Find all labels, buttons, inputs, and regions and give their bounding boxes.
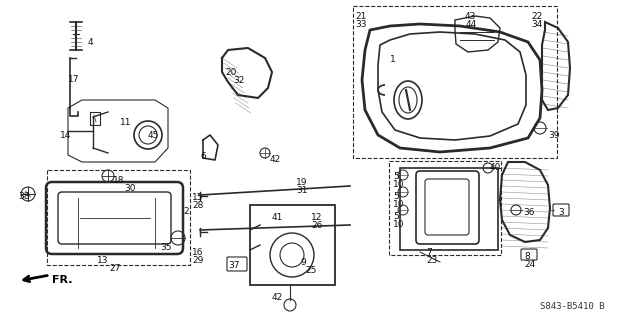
Text: 22: 22 [531,12,542,21]
Text: 38: 38 [18,192,29,201]
Text: S843-B5410 B: S843-B5410 B [540,302,604,311]
Text: 5: 5 [393,172,399,181]
Text: 42: 42 [272,293,283,302]
Text: 42: 42 [270,155,281,164]
Text: 14: 14 [60,131,72,140]
Text: 20: 20 [225,68,236,77]
Text: 21: 21 [355,12,366,21]
Text: 35: 35 [160,243,171,252]
Text: 5: 5 [393,212,399,221]
Text: 18: 18 [113,176,125,185]
Text: 29: 29 [192,256,203,265]
Text: 39: 39 [548,131,559,140]
Text: 4: 4 [88,38,93,47]
Text: 44: 44 [466,20,477,29]
Text: 3: 3 [558,208,564,217]
Text: 43: 43 [465,12,477,21]
Text: 25: 25 [305,266,316,275]
Text: 33: 33 [355,20,366,29]
Text: 40: 40 [490,163,502,172]
Text: 34: 34 [531,20,543,29]
Text: 15: 15 [192,193,204,202]
Text: 6: 6 [200,152,206,161]
Text: 26: 26 [311,221,322,230]
Text: 37: 37 [228,261,239,270]
Text: 10: 10 [393,180,404,189]
Text: 1: 1 [390,55,396,64]
Text: 10: 10 [393,220,404,229]
Text: 13: 13 [97,256,108,265]
Text: 36: 36 [523,208,535,217]
Text: 12: 12 [311,213,322,222]
Text: 31: 31 [296,186,308,195]
Text: 30: 30 [124,184,135,193]
Text: 24: 24 [524,260,535,269]
Text: 8: 8 [524,252,530,261]
Text: 45: 45 [148,131,159,140]
Text: 2: 2 [183,207,189,216]
Text: 28: 28 [192,201,203,210]
Text: 32: 32 [233,76,244,85]
Text: 7: 7 [426,248,432,257]
Text: 11: 11 [120,118,131,127]
Text: FR.: FR. [52,275,72,285]
Text: 5: 5 [393,192,399,201]
Text: 9: 9 [300,258,306,267]
Text: 23: 23 [426,256,437,265]
Text: 19: 19 [296,178,308,187]
Text: 16: 16 [192,248,204,257]
Text: 41: 41 [272,213,283,222]
Text: 10: 10 [393,200,404,209]
Text: 27: 27 [109,264,120,273]
Text: 17: 17 [68,75,80,84]
